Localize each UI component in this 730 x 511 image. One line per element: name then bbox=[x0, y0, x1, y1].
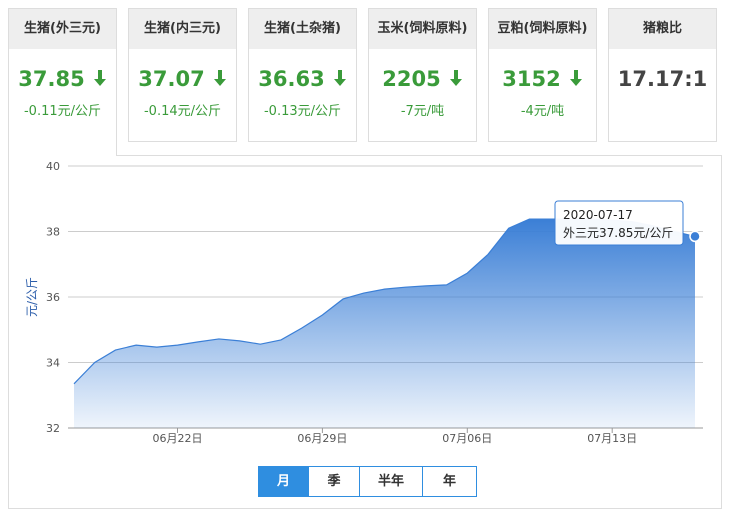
card-value: 36.63 bbox=[249, 67, 356, 91]
range-button[interactable]: 半年 bbox=[359, 467, 422, 496]
card-value: 2205 bbox=[369, 67, 476, 91]
price-card[interactable]: 生猪(土杂猪) 36.63 -0.13元/公斤 bbox=[248, 8, 357, 142]
price-card[interactable]: 生猪(内三元) 37.07 -0.14元/公斤 bbox=[128, 8, 237, 142]
card-change: -7元/吨 bbox=[400, 104, 445, 119]
price-card[interactable]: 生猪(外三元) 37.85 -0.11元/公斤 bbox=[8, 8, 117, 156]
value-text: 2205 bbox=[382, 67, 441, 91]
down-arrow bbox=[449, 70, 462, 86]
card-value: 3152 bbox=[489, 67, 596, 91]
card-value: 37.85 bbox=[9, 67, 116, 91]
card-change: -0.11元/公斤 bbox=[23, 104, 102, 119]
price-card[interactable]: 猪粮比 17.17:1 bbox=[608, 8, 717, 142]
card-value: 37.07 bbox=[129, 67, 236, 91]
down-arrow bbox=[93, 70, 106, 86]
card-title: 玉米(饲料原料) bbox=[369, 9, 476, 49]
value-text: 37.07 bbox=[138, 67, 205, 91]
card-title: 生猪(土杂猪) bbox=[249, 9, 356, 49]
value-text: 36.63 bbox=[258, 67, 325, 91]
down-arrow bbox=[569, 70, 582, 86]
value-text: 3152 bbox=[502, 67, 561, 91]
card-change: -0.13元/公斤 bbox=[263, 104, 342, 119]
price-card[interactable]: 豆粕(饲料原料) 3152 -4元/吨 bbox=[488, 8, 597, 142]
chart-panel bbox=[8, 155, 722, 509]
card-change: -0.14元/公斤 bbox=[143, 104, 222, 119]
card-change: -4元/吨 bbox=[520, 104, 565, 119]
card-title: 生猪(外三元) bbox=[9, 9, 116, 49]
range-buttons: 月季半年年 bbox=[258, 466, 477, 497]
range-button[interactable]: 月 bbox=[259, 467, 308, 496]
down-arrow bbox=[333, 70, 346, 86]
card-title: 生猪(内三元) bbox=[129, 9, 236, 49]
value-text: 37.85 bbox=[18, 67, 85, 91]
down-arrow bbox=[213, 70, 226, 86]
range-button[interactable]: 季 bbox=[308, 467, 359, 496]
card-title: 猪粮比 bbox=[609, 9, 716, 49]
card-title: 豆粕(饲料原料) bbox=[489, 9, 596, 49]
range-button[interactable]: 年 bbox=[422, 467, 476, 496]
card-value: 17.17:1 bbox=[609, 67, 716, 91]
value-text: 17.17:1 bbox=[617, 67, 708, 91]
price-card[interactable]: 玉米(饲料原料) 2205 -7元/吨 bbox=[368, 8, 477, 142]
